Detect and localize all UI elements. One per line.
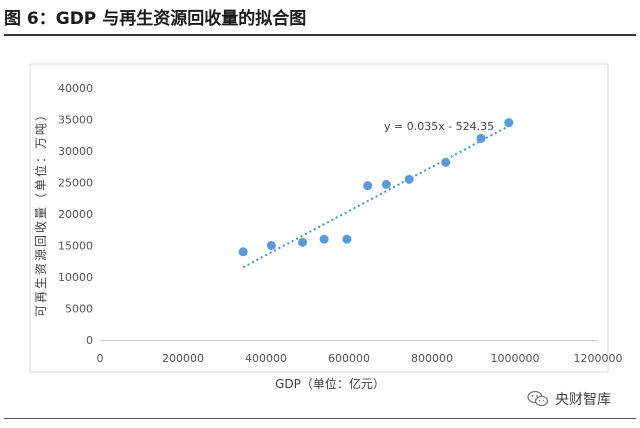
- y-axis-title: 可再生资源回收量（单位：万吨）: [33, 107, 48, 317]
- data-point: [238, 247, 248, 257]
- x-tick-label: 400000: [245, 352, 287, 365]
- x-tick-label: 600000: [328, 352, 370, 365]
- y-tick-label: 35000: [58, 114, 93, 127]
- data-point: [363, 181, 373, 191]
- trend-equation: y = 0.035x - 524.35: [384, 120, 494, 133]
- y-tick-label: 0: [86, 334, 93, 347]
- x-tick-label: 1000000: [491, 352, 540, 365]
- x-tick-label: 800000: [411, 352, 453, 365]
- x-tick-label: 0: [97, 352, 104, 365]
- figure-title: 图 6：GDP 与再生资源回收量的拟合图: [4, 9, 307, 29]
- title-rule: [4, 34, 636, 36]
- data-points: [238, 118, 514, 257]
- bottom-rule: [4, 418, 636, 419]
- data-point: [319, 234, 329, 244]
- y-tick-label: 40000: [58, 82, 93, 95]
- data-point: [504, 118, 514, 128]
- data-point: [298, 237, 308, 247]
- watermark-text: 央财智库: [555, 392, 611, 408]
- watermark: 央财智库: [527, 388, 611, 410]
- x-tick-label: 1200000: [574, 352, 623, 365]
- data-point: [441, 157, 451, 167]
- y-axis-ticks: 0 5000 10000 15000 20000 25000 30000 35000 40000: [58, 82, 93, 347]
- y-tick-label: 15000: [58, 240, 93, 253]
- y-tick-label: 5000: [65, 303, 93, 316]
- data-point: [342, 234, 352, 244]
- x-axis-title: GDP（单位：亿元）: [275, 376, 385, 391]
- plot-border: [29, 63, 609, 373]
- y-tick-label: 30000: [58, 145, 93, 158]
- x-tick-label: 200000: [162, 352, 204, 365]
- x-axis-ticks: 0 200000 400000 600000 800000 1000000 1200000: [97, 352, 623, 365]
- y-tick-label: 10000: [58, 271, 93, 284]
- data-point: [266, 241, 276, 250]
- data-point: [476, 133, 486, 143]
- y-tick-label: 25000: [58, 177, 93, 190]
- wechat-icon: [527, 390, 549, 407]
- trend-line: [242, 125, 510, 269]
- data-point: [404, 174, 414, 184]
- data-point: [381, 179, 391, 189]
- y-tick-label: 20000: [58, 208, 93, 221]
